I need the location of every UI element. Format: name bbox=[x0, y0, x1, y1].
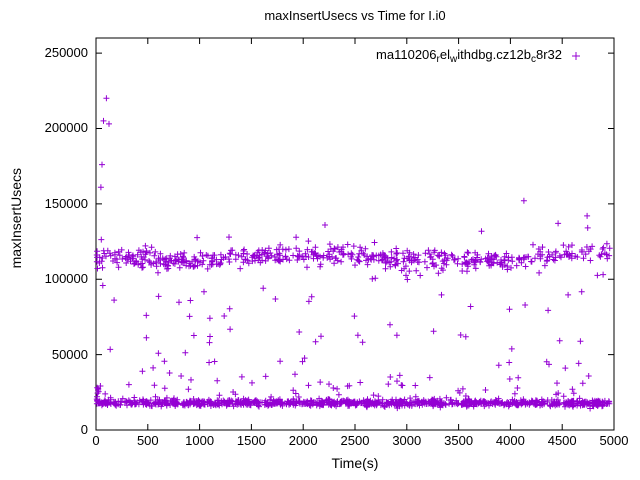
legend-text-subscript: c bbox=[530, 54, 536, 65]
y-tick-label: 0 bbox=[80, 422, 88, 437]
x-tick-label: 2500 bbox=[340, 433, 370, 448]
chart-title: maxInsertUsecs vs Time for I.i0 bbox=[264, 8, 446, 23]
x-tick-label: 4500 bbox=[547, 433, 577, 448]
x-axis-label: Time(s) bbox=[331, 455, 379, 471]
legend-text-segment: ma110206 bbox=[376, 47, 437, 62]
y-tick-label: 200000 bbox=[44, 120, 88, 136]
legend-text-segment: 8r32 bbox=[535, 47, 562, 62]
legend-marker-icon bbox=[572, 52, 580, 60]
legend-text-subscript: w bbox=[450, 54, 458, 65]
legend-text-subscript: r bbox=[436, 54, 440, 65]
plot-border bbox=[95, 37, 615, 431]
x-tick-label: 4000 bbox=[495, 433, 525, 448]
y-tick-label: 100000 bbox=[44, 271, 88, 287]
y-tick-label: 250000 bbox=[44, 45, 88, 61]
x-tick-label: 1500 bbox=[236, 433, 266, 448]
y-tick-label: 150000 bbox=[44, 195, 88, 211]
legend: ma110206relwithdbg.cz12bc8r32 bbox=[376, 47, 562, 65]
y-tick-label: 50000 bbox=[51, 346, 88, 362]
x-tick-label: 5000 bbox=[599, 433, 629, 448]
x-tick-label: 500 bbox=[136, 433, 159, 448]
x-tick-label: 0 bbox=[92, 433, 100, 448]
legend-text-segment: el bbox=[439, 47, 450, 62]
legend-text-segment: ithdbg.cz12b bbox=[457, 47, 531, 62]
x-tick-label: 1000 bbox=[185, 433, 215, 448]
y-axis-label: maxInsertUsecs bbox=[8, 168, 24, 269]
x-tick-label: 2000 bbox=[288, 433, 318, 448]
x-tick-label: 3500 bbox=[444, 433, 474, 448]
scatter-points bbox=[93, 95, 613, 412]
x-tick-label: 3000 bbox=[392, 433, 422, 448]
axis-ticks bbox=[95, 38, 615, 431]
